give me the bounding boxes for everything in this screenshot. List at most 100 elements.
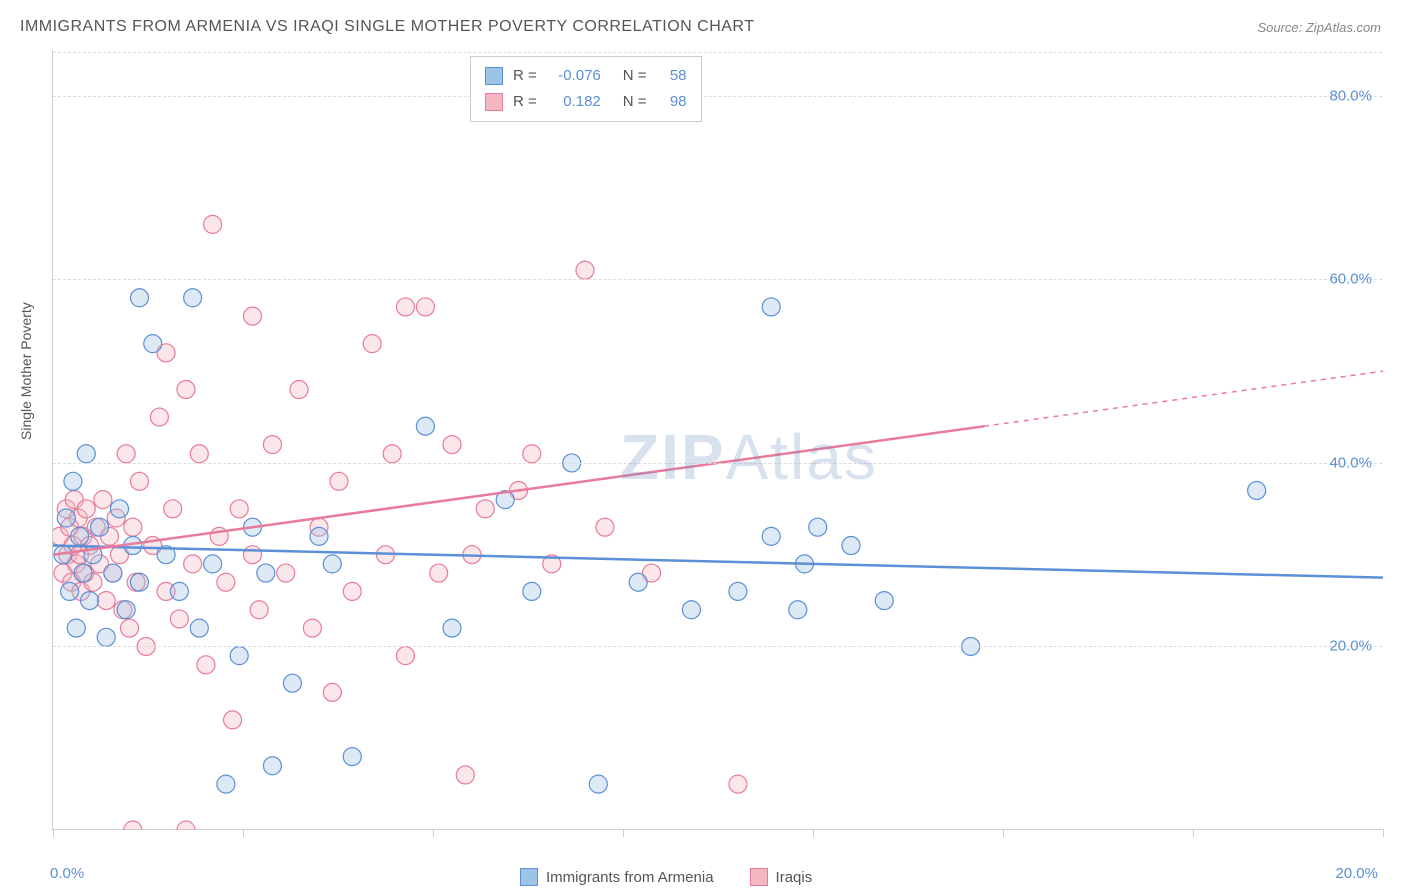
- scatter-point: [443, 436, 461, 454]
- y-tick-label: 80.0%: [1329, 87, 1372, 104]
- scatter-point: [57, 509, 75, 527]
- stats-n-label: N =: [623, 89, 647, 115]
- scatter-point: [383, 445, 401, 463]
- scatter-svg: [53, 50, 1383, 830]
- scatter-point: [762, 298, 780, 316]
- scatter-point: [117, 445, 135, 463]
- scatter-point: [177, 381, 195, 399]
- stats-r-value: -0.076: [547, 63, 601, 89]
- scatter-point: [71, 527, 89, 545]
- y-tick-label: 60.0%: [1329, 271, 1372, 288]
- scatter-point: [257, 564, 275, 582]
- stats-n-value: 58: [657, 63, 687, 89]
- x-tick: [1383, 829, 1384, 837]
- scatter-point: [330, 472, 348, 490]
- scatter-point: [74, 564, 92, 582]
- scatter-point: [150, 408, 168, 426]
- scatter-point: [204, 555, 222, 573]
- scatter-point: [283, 674, 301, 692]
- x-tick-label-min: 0.0%: [50, 865, 84, 882]
- x-tick: [813, 829, 814, 837]
- stats-row: R = 0.182 N = 98: [485, 89, 687, 115]
- scatter-point: [120, 619, 138, 637]
- scatter-point: [61, 582, 79, 600]
- scatter-point: [443, 619, 461, 637]
- scatter-point: [164, 500, 182, 518]
- scatter-point: [396, 298, 414, 316]
- correlation-stats-box: R =-0.076N =58R = 0.182 N = 98: [470, 56, 702, 122]
- x-tick: [433, 829, 434, 837]
- scatter-point: [77, 445, 95, 463]
- gridline: [53, 463, 1382, 464]
- scatter-point: [396, 647, 414, 665]
- scatter-point: [523, 445, 541, 463]
- scatter-point: [117, 601, 135, 619]
- scatter-point: [729, 775, 747, 793]
- stats-r-label: R =: [513, 89, 537, 115]
- y-tick-label: 20.0%: [1329, 638, 1372, 655]
- scatter-point: [762, 527, 780, 545]
- scatter-point: [875, 592, 893, 610]
- source-label: Source: ZipAtlas.com: [1257, 20, 1381, 35]
- stats-row: R =-0.076N =58: [485, 63, 687, 89]
- scatter-point: [456, 766, 474, 784]
- scatter-point: [67, 619, 85, 637]
- series-swatch: [485, 67, 503, 85]
- gridline: [53, 52, 1382, 53]
- scatter-point: [217, 573, 235, 591]
- scatter-point: [81, 592, 99, 610]
- stats-n-value: 98: [657, 89, 687, 115]
- scatter-point: [130, 573, 148, 591]
- scatter-point: [789, 601, 807, 619]
- scatter-point: [184, 555, 202, 573]
- scatter-point: [130, 289, 148, 307]
- scatter-point: [343, 582, 361, 600]
- scatter-point: [94, 491, 112, 509]
- scatter-point: [124, 518, 142, 536]
- scatter-point: [97, 592, 115, 610]
- legend-item: Immigrants from Armenia: [520, 868, 714, 886]
- gridline: [53, 646, 1382, 647]
- x-tick: [1193, 829, 1194, 837]
- bottom-legend: Immigrants from Armenia Iraqis: [520, 868, 812, 886]
- scatter-point: [416, 417, 434, 435]
- scatter-point: [130, 472, 148, 490]
- scatter-point: [97, 628, 115, 646]
- y-axis-label: Single Mother Poverty: [18, 302, 34, 440]
- legend-item: Iraqis: [750, 868, 813, 886]
- scatter-point: [343, 748, 361, 766]
- scatter-point: [277, 564, 295, 582]
- scatter-point: [809, 518, 827, 536]
- x-tick-label-max: 20.0%: [1335, 865, 1378, 882]
- scatter-point: [77, 500, 95, 518]
- legend-label: Immigrants from Armenia: [546, 869, 714, 886]
- scatter-point: [303, 619, 321, 637]
- chart-plot-area: 20.0% 40.0% 60.0% 80.0%: [52, 50, 1382, 830]
- legend-swatch: [750, 868, 768, 886]
- scatter-point: [244, 307, 262, 325]
- scatter-point: [290, 381, 308, 399]
- legend-swatch: [520, 868, 538, 886]
- scatter-point: [323, 555, 341, 573]
- regression-line: [53, 426, 984, 554]
- x-tick: [53, 829, 54, 837]
- scatter-point: [177, 821, 195, 830]
- scatter-point: [170, 610, 188, 628]
- scatter-point: [842, 537, 860, 555]
- scatter-point: [91, 518, 109, 536]
- stats-r-value: 0.182: [547, 89, 601, 115]
- scatter-point: [144, 335, 162, 353]
- x-tick: [1003, 829, 1004, 837]
- scatter-point: [589, 775, 607, 793]
- scatter-point: [682, 601, 700, 619]
- scatter-point: [64, 472, 82, 490]
- chart-title: IMMIGRANTS FROM ARMENIA VS IRAQI SINGLE …: [20, 18, 754, 36]
- scatter-point: [416, 298, 434, 316]
- y-tick-label: 40.0%: [1329, 454, 1372, 471]
- scatter-point: [476, 500, 494, 518]
- scatter-point: [430, 564, 448, 582]
- scatter-point: [197, 656, 215, 674]
- scatter-point: [204, 215, 222, 233]
- scatter-point: [104, 564, 122, 582]
- scatter-point: [310, 527, 328, 545]
